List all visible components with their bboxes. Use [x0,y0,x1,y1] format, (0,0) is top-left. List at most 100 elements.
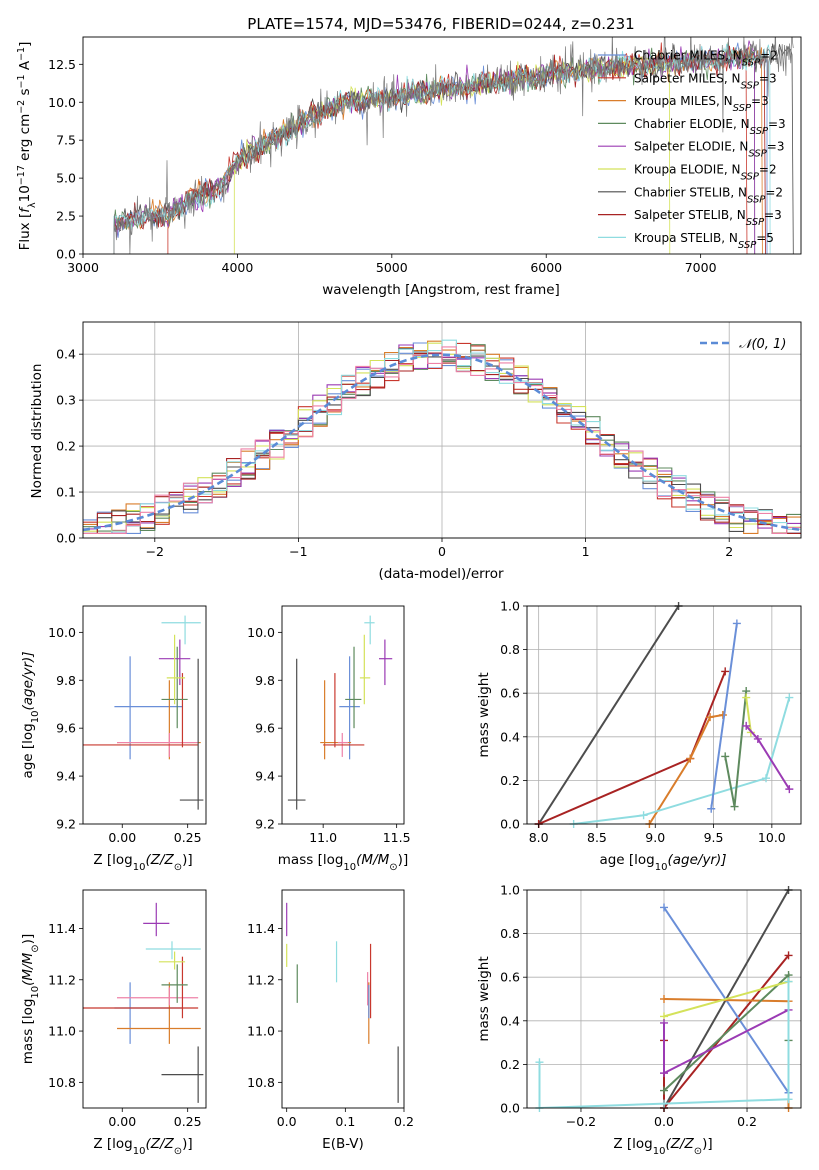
massweight-vs-age-y-label: mass weight [476,672,492,757]
mass-vs-Z-y-tick-label: 11.4 [48,921,76,936]
age-vs-Z-x-tick-label: 0.00 [108,830,136,845]
mass-vs-ebv-x-label: E(B-V) [322,1136,364,1152]
massweight-vs-age-y-tick-label: 0.0 [500,817,520,832]
massweight-vs-age-series-3 [648,714,724,824]
gaussian-legend-label: 𝒩(0, 1) [739,337,786,352]
massweight-vs-age-y-tick-label: 1.0 [500,599,520,614]
spectrum-plot-area: 3000 4000 5000 6000 7000 0.0 2.5 5.0 7.5 10.0 12.5 [48,36,802,275]
mass-vs-ebv-x-tick-label: 0.1 [335,1114,355,1129]
spectrum-panel: PLATE=1574, MJD=53476, FIBERID=0244, z=0… [16,15,802,298]
legend-label-1: Chabrier MILES, NSSP=2 [634,49,778,69]
massweight-vs-Z-y-tick-label: 0.6 [500,970,520,985]
massweight-vs-age-y-tick-label: 0.8 [500,642,520,657]
spectrum-x-tick-label: 6000 [530,260,562,275]
massweight-vs-Z-y-tick-label: 0.8 [500,926,520,941]
residuals-y-tick-label: 0.3 [56,393,76,408]
legend-label-4: Chabrier ELODIE, NSSP=3 [634,117,786,136]
massweight-vs-age-x-tick-label: 8.0 [529,830,549,845]
age-vs-Z-y-tick-label: 9.8 [56,673,76,688]
massweight-vs-Z-x-tick-label: −0.2 [566,1114,596,1129]
spectrum-x-tick-label: 4000 [222,260,254,275]
massweight-vs-age-x-tick-label: 8.5 [587,830,607,845]
massweight-vs-Z-marker [660,995,668,1003]
age-vs-mass-x-tick-label: 11.5 [383,830,411,845]
spectrum-y-tick-label: 5.0 [56,171,76,186]
mass-vs-ebv-plot-area: 0.0 0.1 0.2 10.8 11.0 11.2 11.4 [247,889,414,1129]
legend-label-7: Chabrier STELIB, NSSP=2 [634,185,783,205]
massweight-vs-age-x-tick-label: 9.5 [704,830,724,845]
age-vs-Z-y-tick-label: 9.2 [56,817,76,832]
massweight-vs-Z-y-tick-label: 0.0 [500,1101,520,1116]
spectrum-y-label: Flux [fλ10−17 erg cm−2 s−1 A−1] [16,42,38,251]
massweight-vs-age-marker [639,811,648,820]
massweight-vs-Z-marker [660,1099,668,1108]
massweight-vs-Z-marker [660,1069,668,1078]
age-vs-Z-plot-area: 0.00 0.25 9.2 9.4 9.6 9.8 10.0 [48,605,207,845]
residuals-y-tick-label: 0.1 [56,485,76,500]
age-vs-mass-y-tick-label: 9.6 [255,721,275,736]
massweight-vs-age-x-tick-label: 9.0 [645,830,665,845]
spectrum-y-tick-label: 2.5 [56,209,76,224]
spectrum-y-tick-label: 7.5 [56,133,76,148]
legend-label-9: Kroupa STELIB, NSSP=5 [634,231,774,251]
massweight-vs-Z-x-tick-label: 0.0 [654,1114,674,1129]
age-vs-Z-frame [82,605,207,825]
massweight-vs-age-marker [730,802,739,811]
legend-label-3: Kroupa MILES, NSSP=3 [634,94,769,114]
age-vs-Z-x-label: Z [log10(Z/Z⊙)] [93,852,192,873]
mass-vs-Z-y-tick-label: 10.8 [48,1075,76,1090]
age-vs-mass-y-tick-label: 9.4 [255,769,275,784]
age-vs-mass-frame [281,605,405,825]
massweight-vs-age-series-5 [710,623,738,809]
residuals-y-label: Normed distribution [29,364,45,499]
mass-vs-Z-y-label: mass [log10(M/M⊙)] [20,934,41,1064]
age-vs-Z-y-label: age [log10(age/yr)] [20,651,41,778]
age-vs-mass-plot-area: 11.0 11.5 9.2 9.4 9.6 9.8 10.0 [247,605,411,845]
age-vs-mass-y-tick-label: 10.0 [247,625,275,640]
massweight-vs-age-marker [762,774,771,783]
massweight-vs-age-plot-area: 8.0 8.5 9.0 9.5 10.0 0.0 0.2 0.4 0.6 0.8 1.0 [500,599,802,845]
age-vs-Z-y-tick-label: 9.4 [56,769,76,784]
histogram-10 [83,346,801,534]
massweight-vs-Z-marker [535,1058,544,1067]
age-vs-mass-y-tick-label: 9.2 [255,817,275,832]
massweight-vs-Z-x-label: Z [log10(Z/Z⊙)] [613,1136,712,1157]
massweight-vs-age-y-tick-label: 0.6 [500,686,520,701]
massweight-vs-age-series-4 [573,697,791,824]
legend-label-5: Salpeter ELODIE, NSSP=3 [634,140,784,160]
mass-vs-ebv-y-tick-label: 11.0 [247,1024,275,1039]
age-vs-Z-y-tick-label: 10.0 [48,625,76,640]
mass-vs-ebv-y-tick-label: 11.4 [247,921,275,936]
massweight-vs-age-y-tick-label: 0.2 [500,773,520,788]
spectrum-y-tick-label: 0.0 [56,247,76,262]
spectrum-x-label: wavelength [Angstrom, rest frame] [322,282,560,298]
residuals-x-tick-label: 0 [438,544,446,559]
massweight-vs-Z-y-tick-label: 1.0 [500,883,520,898]
residuals-x-tick-label: 1 [582,544,590,559]
legend-label-8: Salpeter STELIB, NSSP=3 [634,208,782,228]
residuals-y-tick-label: 0.2 [56,439,76,454]
residuals-x-tick-label: −1 [289,544,307,559]
residuals-x-tick-label: −2 [146,544,164,559]
residuals-x-label: (data-model)/error [378,566,504,582]
massweight-vs-age-marker [721,752,730,761]
massweight-vs-Z-y-tick-label: 0.2 [500,1057,520,1072]
age-vs-mass-x-tick-label: 11.0 [309,830,337,845]
spectrum-x-tick-label: 5000 [376,260,408,275]
massweight-vs-Z-marker [784,951,793,960]
mass-vs-Z-y-tick-label: 11.0 [48,1024,76,1039]
mass-vs-Z-plot-area: 0.00 0.25 10.8 11.0 11.2 11.4 [48,889,207,1129]
massweight-vs-Z-marker [660,903,668,912]
massweight-vs-age-series-1 [537,606,680,824]
residuals-y-tick-label: 0.4 [56,347,76,362]
massweight-vs-age-marker [753,734,762,743]
mass-vs-Z-x-tick-label: 0.25 [174,1114,202,1129]
massweight-vs-age-marker [706,713,715,722]
massweight-vs-age-marker [732,619,741,628]
massweight-vs-Z-plot-area: −0.2 0.0 0.2 0.0 0.2 0.4 0.6 0.8 1.0 [500,883,802,1129]
mass-vs-ebv-y-tick-label: 10.8 [247,1075,275,1090]
spectrum-x-tick-label: 3000 [67,260,99,275]
